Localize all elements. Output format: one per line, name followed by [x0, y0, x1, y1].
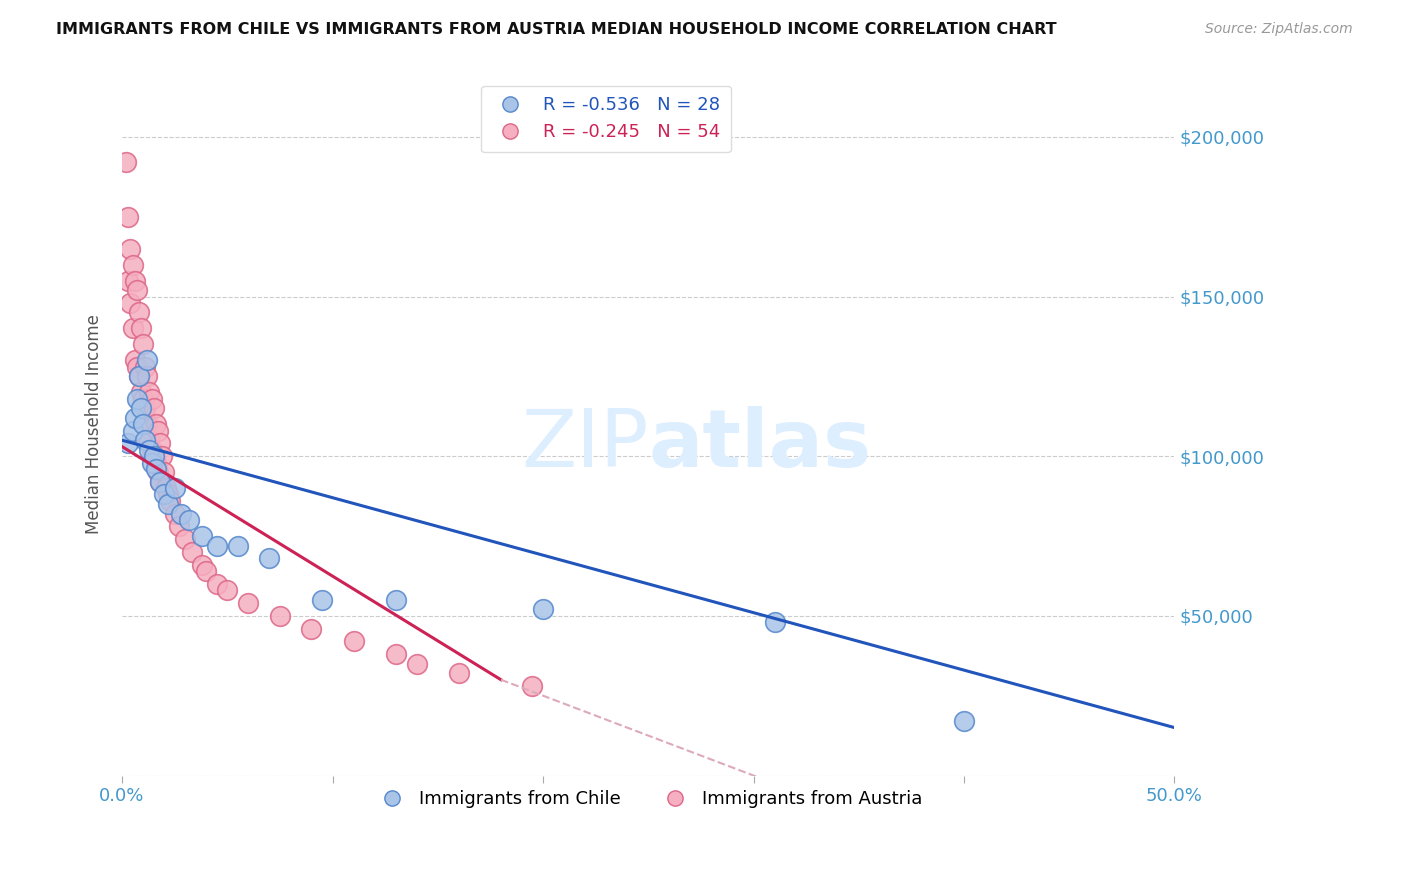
Point	[342, 634, 364, 648]
Point	[301, 622, 323, 636]
Point	[117, 274, 139, 288]
Point	[405, 657, 427, 671]
Point	[125, 359, 148, 374]
Point	[155, 481, 177, 495]
Point	[167, 519, 190, 533]
Point	[117, 436, 139, 450]
Point	[763, 615, 786, 630]
Point	[125, 392, 148, 406]
Point	[138, 385, 160, 400]
Point	[117, 210, 139, 224]
Point	[195, 564, 218, 578]
Point	[179, 513, 201, 527]
Point	[238, 596, 260, 610]
Point	[170, 507, 193, 521]
Point	[128, 305, 150, 319]
Point	[311, 593, 333, 607]
Point	[191, 529, 214, 543]
Point	[128, 369, 150, 384]
Point	[138, 434, 160, 448]
Point	[153, 487, 176, 501]
Point	[145, 462, 167, 476]
Point	[141, 442, 163, 457]
Point	[205, 539, 228, 553]
Point	[163, 481, 186, 495]
Point	[531, 602, 554, 616]
Point	[163, 507, 186, 521]
Point	[132, 417, 155, 432]
Point	[145, 456, 167, 470]
Point	[136, 353, 159, 368]
Point	[134, 401, 156, 416]
Point	[124, 274, 146, 288]
Point	[180, 545, 202, 559]
Point	[157, 487, 180, 501]
Point	[157, 497, 180, 511]
Point	[142, 449, 165, 463]
Point	[132, 337, 155, 351]
Point	[132, 392, 155, 406]
Point	[145, 417, 167, 432]
Point	[146, 465, 169, 479]
Point	[384, 647, 406, 661]
Point	[128, 369, 150, 384]
Point	[149, 475, 172, 489]
Point	[136, 369, 159, 384]
Legend: Immigrants from Chile, Immigrants from Austria: Immigrants from Chile, Immigrants from A…	[367, 783, 929, 815]
Point	[124, 353, 146, 368]
Point	[142, 401, 165, 416]
Text: IMMIGRANTS FROM CHILE VS IMMIGRANTS FROM AUSTRIA MEDIAN HOUSEHOLD INCOME CORRELA: IMMIGRANTS FROM CHILE VS IMMIGRANTS FROM…	[56, 22, 1057, 37]
Point	[115, 155, 138, 169]
Point	[121, 258, 143, 272]
Point	[259, 551, 281, 566]
Y-axis label: Median Household Income: Median Household Income	[86, 314, 103, 534]
Point	[953, 714, 976, 729]
Point	[149, 475, 172, 489]
Point	[134, 359, 156, 374]
Point	[120, 296, 142, 310]
Point	[134, 434, 156, 448]
Point	[149, 436, 172, 450]
Point	[141, 392, 163, 406]
Point	[125, 283, 148, 297]
Point	[153, 465, 176, 479]
Point	[226, 539, 249, 553]
Point	[159, 494, 181, 508]
Point	[217, 583, 239, 598]
Point	[141, 456, 163, 470]
Point	[146, 424, 169, 438]
Point	[121, 424, 143, 438]
Point	[191, 558, 214, 572]
Point	[129, 321, 152, 335]
Point	[205, 577, 228, 591]
Point	[269, 608, 291, 623]
Point	[447, 666, 470, 681]
Point	[124, 410, 146, 425]
Point	[129, 385, 152, 400]
Point	[150, 449, 173, 463]
Point	[129, 401, 152, 416]
Point	[120, 242, 142, 256]
Text: atlas: atlas	[648, 407, 872, 484]
Point	[121, 321, 143, 335]
Point	[522, 679, 544, 693]
Point	[384, 593, 406, 607]
Point	[142, 449, 165, 463]
Text: Source: ZipAtlas.com: Source: ZipAtlas.com	[1205, 22, 1353, 37]
Text: ZIP: ZIP	[520, 407, 648, 484]
Point	[138, 442, 160, 457]
Point	[136, 417, 159, 432]
Point	[174, 532, 197, 546]
